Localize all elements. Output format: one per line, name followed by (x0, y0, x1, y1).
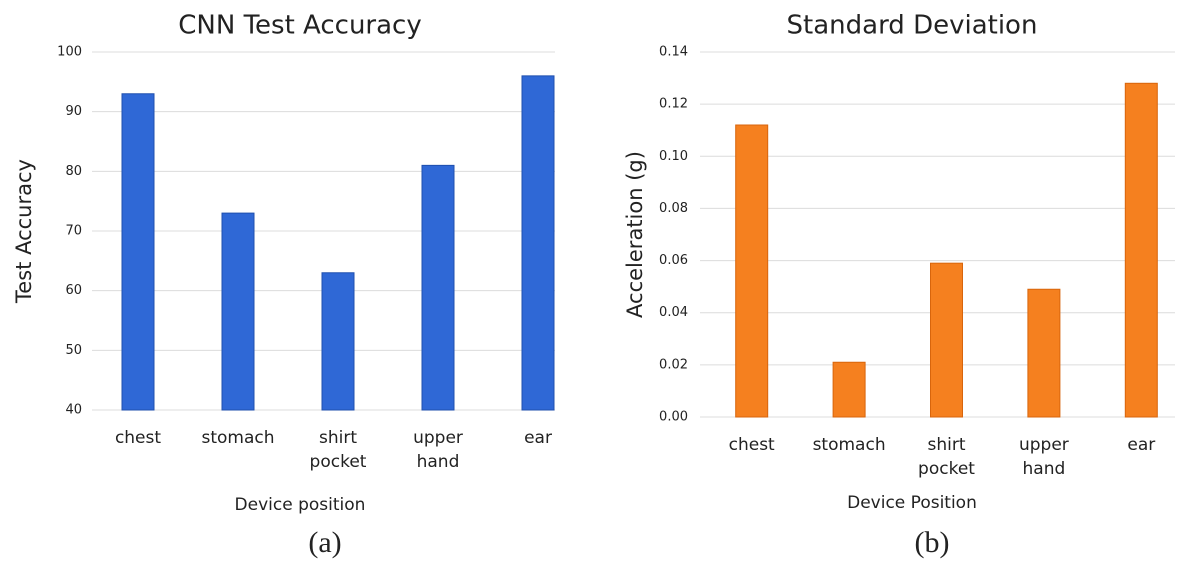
y-tick-label: 0.06 (659, 253, 688, 268)
bar (321, 272, 355, 411)
chart-title: CNN Test Accuracy (178, 11, 421, 41)
bar (521, 75, 555, 411)
caption: (b) (915, 526, 950, 559)
x-tick-label: stomach (201, 428, 275, 448)
y-tick-label: 40 (65, 403, 82, 418)
y-tick-label: 50 (65, 343, 82, 358)
x-tick-label-box: upper hand (413, 428, 463, 472)
y-tick-label: 60 (65, 283, 82, 298)
bar (735, 124, 769, 418)
bar (121, 93, 155, 411)
x-tick-label-box: ear (1127, 435, 1156, 455)
bar (1124, 82, 1158, 418)
y-tick-label: 80 (65, 164, 82, 179)
x-tick-label-box: shirt pocket (918, 435, 975, 479)
x-tick-label: chest (114, 428, 162, 448)
x-tick-label-box: ear (524, 428, 552, 448)
y-tick-label: 0.14 (659, 45, 688, 60)
y-axis-label: Test Accuracy (12, 159, 36, 304)
y-tick-label: 0.12 (659, 97, 688, 112)
caption: (a) (308, 526, 341, 559)
x-tick-label: stomach (812, 435, 886, 455)
x-tick-label-box: stomach (201, 428, 275, 448)
y-tick-label: 0.04 (659, 305, 688, 320)
x-tick-label-box: shirt pocket (309, 428, 367, 472)
x-tick-label: shirt pocket (918, 435, 975, 479)
y-tick-label: 0.08 (659, 201, 688, 216)
x-tick-label-box: chest (728, 435, 775, 455)
y-tick-label: 0.02 (659, 357, 688, 372)
x-tick-label: chest (728, 435, 775, 455)
y-tick-label: 0.00 (659, 410, 688, 425)
x-tick-label-box: upper hand (1018, 435, 1069, 479)
y-tick-label: 70 (65, 224, 82, 239)
bar (221, 212, 255, 411)
x-tick-label-box: stomach (812, 435, 886, 455)
chart-title: Standard Deviation (787, 11, 1038, 41)
bar (421, 164, 455, 411)
bar (832, 361, 866, 418)
bar (1027, 288, 1061, 418)
x-axis-label: Device position (235, 495, 366, 515)
x-tick-label: upper hand (1018, 435, 1069, 479)
x-tick-label-box: chest (114, 428, 162, 448)
y-axis-label: Acceleration (g) (623, 151, 647, 318)
bar (930, 262, 963, 418)
y-tick-label: 90 (65, 104, 82, 119)
x-tick-label: ear (524, 428, 552, 448)
x-axis-label: Device Position (847, 493, 977, 513)
y-tick-label: 100 (57, 45, 82, 60)
x-tick-label: upper hand (413, 428, 463, 472)
y-tick-label: 0.10 (659, 149, 688, 164)
x-tick-label: shirt pocket (309, 428, 367, 472)
x-tick-label: ear (1127, 435, 1156, 455)
